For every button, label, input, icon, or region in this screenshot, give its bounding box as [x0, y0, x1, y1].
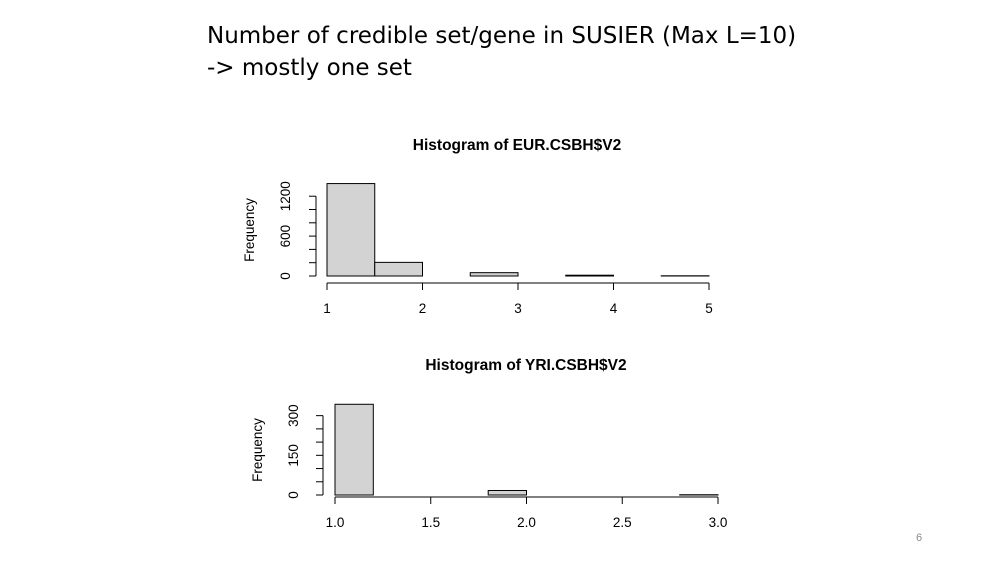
- eur-x-tick-label: 1: [323, 301, 331, 316]
- slide-title: Number of credible set/gene in SUSIER (M…: [207, 20, 796, 84]
- eur-y-axis-label: Frequency: [242, 198, 257, 262]
- eur-x-tick-label: 2: [419, 301, 427, 316]
- yri-y-axis-label: Frequency: [250, 418, 265, 482]
- yri-y-tick-label: 0: [286, 491, 301, 499]
- page-number: 6: [916, 532, 923, 544]
- eur-bar: [469, 272, 519, 277]
- eur-bar: [326, 183, 376, 277]
- eur-y-tick-label: 1200: [278, 181, 293, 211]
- yri-bar: [334, 403, 374, 496]
- yri-x-tick-label: 3.0: [709, 515, 728, 530]
- eur-x-tick-label: 4: [610, 301, 618, 316]
- yri-x-tick-label: 2.0: [517, 515, 536, 530]
- eur-bar: [565, 274, 614, 277]
- slide-title-line-1: Number of credible set/gene in SUSIER (M…: [207, 23, 797, 49]
- yri-y-tick-label: 300: [286, 404, 301, 427]
- eur-bar: [374, 261, 423, 277]
- eur-x-tick-label: 5: [705, 301, 713, 316]
- eur-chart-title: Histogram of EUR.CSBH$V2: [413, 137, 621, 154]
- eur-x-tick-label: 3: [514, 301, 522, 316]
- yri-x-tick-label: 2.5: [613, 515, 632, 530]
- yri-bar: [487, 490, 528, 496]
- yri-y-tick-label: 150: [286, 444, 301, 467]
- yri-chart-title: Histogram of YRI.CSBH$V2: [425, 357, 626, 374]
- slide-title-line-2: -> mostly one set: [207, 55, 412, 81]
- eur-y-tick-label: 0: [278, 272, 293, 280]
- yri-x-tick-label: 1.0: [326, 515, 345, 530]
- yri-x-tick-label: 1.5: [421, 515, 440, 530]
- eur-y-tick-label: 600: [278, 225, 293, 248]
